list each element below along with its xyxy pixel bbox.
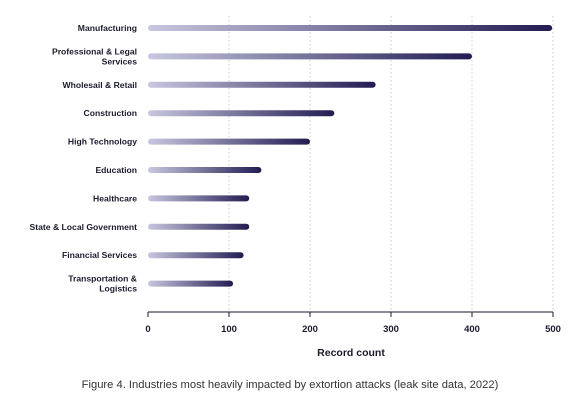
- category-label: Manufacturing: [78, 23, 137, 33]
- bar: [148, 110, 335, 117]
- bar: [148, 280, 234, 287]
- bar-chart: Manufacturing Professional & LegalService…: [30, 16, 561, 359]
- bar: [148, 53, 472, 60]
- bar: [148, 25, 553, 31]
- x-tick-label: 400: [464, 324, 480, 335]
- bars: [148, 25, 553, 287]
- category-label: Professional & Legal: [52, 46, 137, 56]
- category-label: Services: [102, 56, 138, 66]
- bar: [148, 195, 250, 202]
- x-axis: 0 100 200 300 400 500: [145, 311, 561, 335]
- category-label: Transportation &: [68, 274, 137, 284]
- grid-lines: [228, 16, 554, 312]
- category-label: Logistics: [99, 284, 137, 294]
- x-tick-label: 500: [545, 324, 561, 335]
- x-tick-label: 200: [302, 324, 318, 335]
- x-tick-label: 100: [221, 324, 237, 335]
- bar: [148, 252, 244, 259]
- x-axis-title: Record count: [317, 347, 385, 359]
- bar: [148, 138, 310, 145]
- x-tick-label: 300: [383, 324, 399, 335]
- category-labels: Manufacturing Professional & LegalService…: [30, 23, 138, 294]
- figure-caption: Figure 4. Industries most heavily impact…: [81, 379, 499, 391]
- bar: [148, 223, 250, 230]
- category-label: Healthcare: [93, 193, 137, 203]
- x-tick-label: 0: [145, 324, 150, 335]
- category-label: State & Local Government: [30, 222, 138, 232]
- category-label: Construction: [84, 108, 137, 118]
- category-label: Financial Services: [62, 250, 137, 260]
- category-label: Wholesail & Retail: [63, 80, 138, 90]
- category-label: Education: [95, 165, 137, 175]
- bar: [148, 81, 376, 88]
- bar: [148, 167, 262, 173]
- category-label: High Technology: [68, 137, 137, 147]
